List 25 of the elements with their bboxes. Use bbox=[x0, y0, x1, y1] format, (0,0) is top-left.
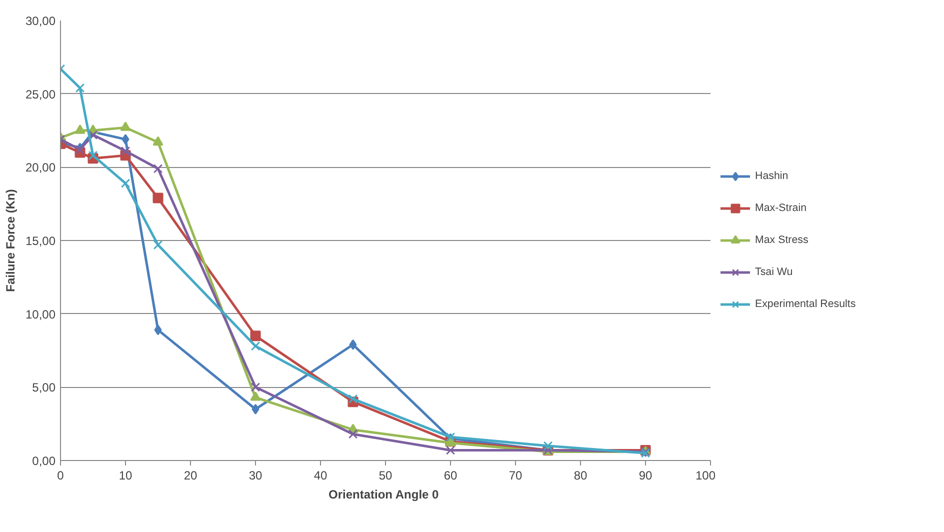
y-tick-label: 30,00 bbox=[25, 14, 56, 28]
x-tick-label: 20 bbox=[184, 468, 198, 482]
legend-label: Max Stress bbox=[755, 234, 808, 246]
y-tick-label: 5,00 bbox=[32, 380, 56, 395]
x-tick-label: 0 bbox=[57, 468, 64, 482]
x-tick-label: 100 bbox=[695, 468, 716, 482]
legend-label: Tsai Wu bbox=[755, 266, 793, 278]
legend-label: Hashin bbox=[755, 170, 788, 182]
x-tick-label: 10 bbox=[118, 468, 132, 482]
x-tick-label: 60 bbox=[444, 468, 458, 482]
x-tick-label: 70 bbox=[508, 468, 522, 482]
y-tick-label: 0,00 bbox=[32, 454, 56, 468]
y-tick-label: 10,00 bbox=[25, 307, 56, 322]
legend-label: Max-Strain bbox=[755, 202, 807, 214]
y-tick-label: 25,00 bbox=[25, 87, 56, 102]
y-axis-title: Failure Force (Kn) bbox=[3, 189, 18, 292]
legend-label: Experimental Results bbox=[755, 298, 856, 310]
x-tick-label: 80 bbox=[574, 468, 588, 482]
x-tick-label: 90 bbox=[638, 468, 652, 482]
y-tick-label: 15,00 bbox=[25, 234, 56, 248]
x-tick-label: 50 bbox=[378, 468, 392, 482]
x-tick-label: 40 bbox=[314, 468, 328, 482]
x-tick-label: 30 bbox=[248, 468, 262, 482]
y-tick-label: 20,00 bbox=[25, 160, 56, 175]
x-axis-title: Orientation Angle 0 bbox=[328, 488, 440, 502]
